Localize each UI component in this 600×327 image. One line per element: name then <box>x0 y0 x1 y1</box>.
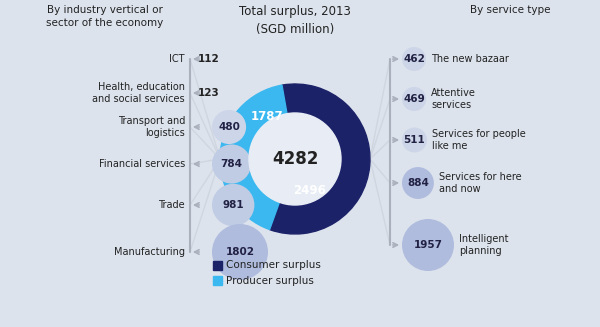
Text: 469: 469 <box>403 94 425 104</box>
Text: By industry vertical or
sector of the economy: By industry vertical or sector of the ec… <box>46 5 164 28</box>
Circle shape <box>212 145 251 183</box>
Text: Transport and
logistics: Transport and logistics <box>118 116 185 138</box>
Wedge shape <box>269 84 370 234</box>
Text: 1787: 1787 <box>251 111 283 124</box>
Text: The new bazaar: The new bazaar <box>431 54 509 64</box>
Circle shape <box>402 47 426 71</box>
Text: 112: 112 <box>198 54 220 64</box>
Circle shape <box>212 184 254 226</box>
Bar <box>213 261 222 270</box>
Text: Intelligent
planning: Intelligent planning <box>459 234 509 256</box>
Text: 4282: 4282 <box>272 150 318 168</box>
Text: 784: 784 <box>221 159 242 169</box>
Text: 1957: 1957 <box>413 240 443 250</box>
Text: Financial services: Financial services <box>99 159 185 169</box>
Text: 511: 511 <box>404 135 425 145</box>
Text: 480: 480 <box>218 122 240 132</box>
Text: 462: 462 <box>403 54 425 64</box>
Text: Manufacturing: Manufacturing <box>114 247 185 257</box>
Circle shape <box>402 87 426 111</box>
Text: Health, education
and social services: Health, education and social services <box>92 82 185 104</box>
Circle shape <box>402 167 434 199</box>
Circle shape <box>249 113 341 205</box>
Circle shape <box>402 128 427 152</box>
Text: 123: 123 <box>198 88 220 98</box>
Text: ICT: ICT <box>170 54 185 64</box>
Circle shape <box>212 224 268 280</box>
Bar <box>213 276 222 285</box>
Text: 2496: 2496 <box>293 184 326 198</box>
Text: Attentive
services: Attentive services <box>431 88 476 110</box>
Text: 884: 884 <box>407 178 429 188</box>
Text: 981: 981 <box>223 200 244 210</box>
Text: 1802: 1802 <box>226 247 254 257</box>
Text: Services for people
like me: Services for people like me <box>432 129 526 151</box>
Circle shape <box>212 110 246 144</box>
Text: Consumer surplus: Consumer surplus <box>226 261 321 270</box>
Text: By service type: By service type <box>470 5 550 15</box>
Text: Services for here
and now: Services for here and now <box>439 172 521 194</box>
Wedge shape <box>220 85 287 230</box>
Circle shape <box>402 219 454 271</box>
Text: Total surplus, 2013
(SGD million): Total surplus, 2013 (SGD million) <box>239 5 351 36</box>
Text: Producer surplus: Producer surplus <box>226 276 314 285</box>
Text: Trade: Trade <box>158 200 185 210</box>
